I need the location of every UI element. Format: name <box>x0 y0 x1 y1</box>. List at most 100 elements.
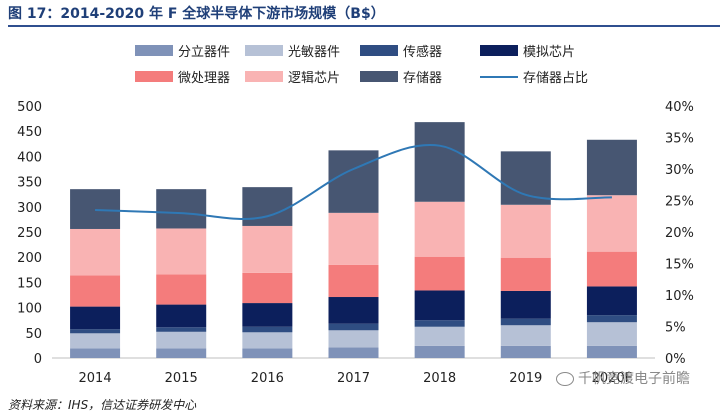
bar-segment <box>414 345 465 358</box>
ratio-line-path <box>95 143 612 221</box>
source-note: 资料来源：IHS，信达证券研发中心 <box>8 398 197 412</box>
legend-swatch <box>480 45 518 56</box>
bar-segment <box>242 348 293 358</box>
legend-label: 分立器件 <box>178 45 230 60</box>
bar-segment <box>156 189 207 229</box>
y-right-tick-label: 20% <box>665 226 694 241</box>
y-left-tick-label: 200 <box>17 251 42 266</box>
y-right-tick-label: 30% <box>665 163 694 178</box>
bar-segment <box>328 297 379 324</box>
bar-segment <box>328 347 379 358</box>
chart-axes: 0 50 100 150 200 250 300 350 400 450 500 0% 5% 10% 15%… <box>17 100 694 386</box>
y-left-tick-label: 150 <box>17 276 42 291</box>
legend-label: 逻辑芯片 <box>288 71 340 86</box>
bar-segment <box>586 195 637 252</box>
bar-segment <box>242 187 293 226</box>
bar-segment <box>414 201 465 257</box>
bar-segment <box>328 264 379 298</box>
watermark-text: 千帆竞渡电子前瞻 <box>578 371 690 387</box>
y-right-tick-label: 40% <box>665 100 694 115</box>
bar-segment <box>586 251 637 287</box>
x-tick-label: 2019 <box>509 371 542 386</box>
y-left-tick-label: 100 <box>17 302 42 317</box>
bar-segment <box>328 150 379 213</box>
x-tick-label: 2015 <box>165 371 198 386</box>
legend-label: 存储器 <box>403 71 442 86</box>
bar-segment <box>586 139 637 196</box>
bar-segment <box>500 345 551 358</box>
bar-segment <box>414 122 465 202</box>
bar-segment <box>156 274 207 305</box>
figure-title: 图 17：2014-2020 年 F 全球半导体下游市场规模（B$） <box>8 6 385 22</box>
y-left-tick-label: 400 <box>17 150 42 165</box>
bar-segment <box>414 326 465 346</box>
x-tick-label: 2014 <box>79 371 112 386</box>
y-right-tick-label: 35% <box>665 132 694 147</box>
bar-segment <box>242 326 293 333</box>
bar-segment <box>500 257 551 291</box>
bar-segment <box>414 256 465 291</box>
legend-label: 传感器 <box>403 44 442 60</box>
bar-segment <box>500 151 551 205</box>
bar-segment <box>500 204 551 258</box>
y-left-tick-label: 0 <box>34 352 42 367</box>
y-left-tick-label: 300 <box>17 201 42 216</box>
bar-segment <box>70 329 121 334</box>
bar-segment <box>242 303 293 327</box>
y-left-tick-label: 450 <box>17 125 42 140</box>
bar-segment <box>70 189 121 229</box>
x-tick-label: 2020F <box>592 371 633 386</box>
bar-segment <box>156 228 207 275</box>
y-right-tick-label: 15% <box>665 258 694 273</box>
legend-label: 模拟芯片 <box>523 45 575 60</box>
bar-segment <box>156 304 207 328</box>
bar-segment <box>242 272 293 304</box>
y-right-tick-label: 5% <box>665 321 686 336</box>
y-left-tick-label: 350 <box>17 176 42 191</box>
bar-segment <box>586 315 637 323</box>
bar-segment <box>328 330 379 348</box>
bar-segment <box>500 318 551 326</box>
bar-segment <box>70 333 121 349</box>
chart-bars <box>70 122 637 358</box>
legend-label: 微处理器 <box>178 71 230 86</box>
bar-segment <box>586 322 637 346</box>
bar-segment <box>242 332 293 349</box>
legend-label: 存储器占比 <box>523 71 588 86</box>
x-tick-label: 2018 <box>423 371 456 386</box>
legend-swatch <box>245 45 283 56</box>
y-right-tick-label: 25% <box>665 195 694 210</box>
legend-swatch <box>360 71 398 82</box>
bar-segment <box>586 286 637 316</box>
y-left-tick-label: 250 <box>17 226 42 241</box>
wechat-icon <box>556 372 574 386</box>
bar-segment <box>328 212 379 265</box>
bar-segment <box>70 228 121 276</box>
legend-swatch <box>135 71 173 82</box>
bar-segment <box>414 290 465 321</box>
chart-ratio-line <box>95 143 612 221</box>
bar-segment <box>414 320 465 327</box>
bar-segment <box>242 225 293 273</box>
bar-segment <box>156 327 207 332</box>
y-right-tick-label: 0% <box>665 352 686 367</box>
bar-segment <box>586 345 637 358</box>
legend-swatch <box>135 45 173 56</box>
title-rule <box>8 25 720 27</box>
legend-label: 光敏器件 <box>288 45 340 60</box>
x-tick-label: 2017 <box>337 371 370 386</box>
bar-segment <box>500 325 551 346</box>
bar-segment <box>70 306 121 330</box>
watermark: 千帆竞渡电子前瞻 <box>556 368 690 388</box>
bar-segment <box>70 348 121 358</box>
y-right-tick-label: 10% <box>665 289 694 304</box>
y-left-tick-label: 500 <box>17 100 42 115</box>
bar-segment <box>70 275 121 307</box>
legend-swatch <box>245 71 283 82</box>
x-tick-label: 2016 <box>251 371 284 386</box>
bar-segment <box>328 323 379 331</box>
bar-segment <box>156 348 207 358</box>
bar-segment <box>156 331 207 349</box>
